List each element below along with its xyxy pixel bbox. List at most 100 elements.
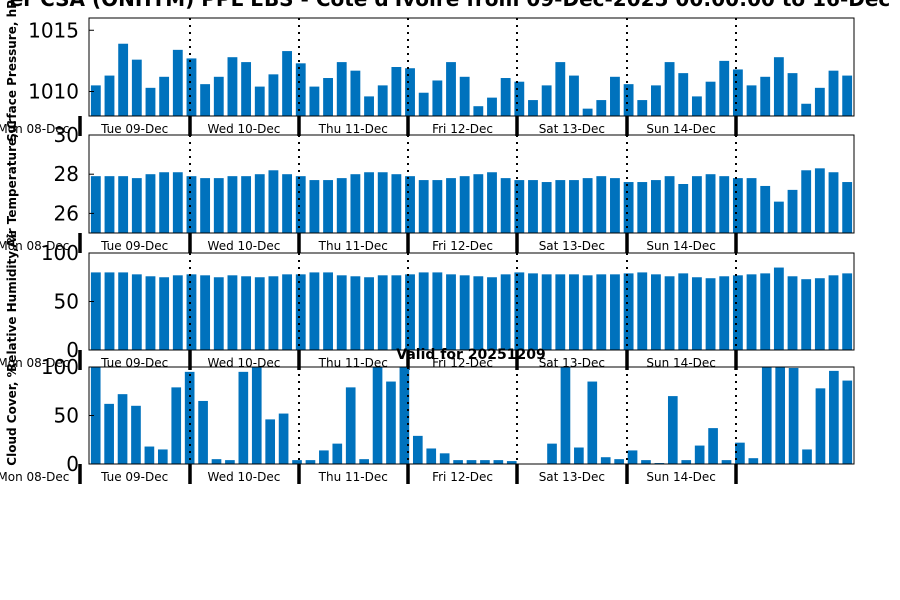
bar [842, 273, 853, 350]
bar [664, 62, 675, 116]
bar [439, 453, 450, 464]
bar [377, 172, 388, 233]
bar [466, 460, 477, 464]
bar [186, 274, 197, 350]
x-tick-label: Fri 12-Dec [432, 122, 493, 136]
bar [117, 394, 128, 464]
bar [200, 84, 211, 116]
bar [828, 172, 839, 233]
bar [614, 459, 624, 464]
x-tick-label: Wed 10-Dec [208, 470, 281, 484]
bar [172, 172, 183, 233]
bar [213, 76, 224, 116]
bar [610, 178, 620, 233]
bar [473, 276, 484, 350]
bar [678, 184, 689, 233]
x-tick-label: Sun 14-Dec [646, 470, 715, 484]
bar [610, 274, 620, 350]
bar [118, 176, 129, 233]
bar [760, 273, 771, 350]
bar [265, 419, 276, 464]
bar [514, 180, 525, 233]
bar [473, 174, 484, 233]
bar [131, 59, 142, 116]
bar [547, 443, 557, 464]
bar [159, 277, 170, 350]
bar [596, 274, 607, 350]
bar [596, 100, 607, 116]
bar [487, 97, 497, 117]
x-tick-label: Fri 12-Dec [432, 470, 493, 484]
bar [268, 276, 279, 350]
y-tick-label: 26 [54, 201, 79, 225]
bar [453, 460, 463, 464]
bar [432, 80, 443, 116]
bar [760, 185, 771, 233]
bar [386, 381, 396, 464]
bar [364, 277, 374, 350]
bar [801, 279, 812, 350]
y-tick-label: 100 [41, 241, 79, 265]
bar [405, 68, 415, 116]
bar [641, 460, 651, 464]
bar [814, 87, 825, 116]
bar [691, 277, 702, 350]
plot-frame [88, 17, 855, 117]
bar [541, 182, 552, 233]
x-tick-label: Mon 08-Dec [0, 470, 69, 484]
bar [541, 85, 552, 117]
x-tick-label: Wed 10-Dec [208, 356, 281, 370]
y-tick-label: 50 [54, 290, 79, 314]
bar [500, 274, 511, 350]
bar [90, 85, 101, 117]
bar [788, 367, 799, 464]
bar [801, 170, 812, 233]
bar [637, 272, 648, 350]
x-tick-label: Thu 11-Dec [318, 239, 388, 253]
chart-title: er CSA (ONHTM) PPL EBS - Côte d'Ivoire f… [10, 0, 891, 11]
x-tick-label: Mon 08-Dec [0, 239, 69, 253]
plot-frame [88, 134, 855, 234]
bar [473, 106, 484, 116]
bar [432, 272, 443, 350]
bar [282, 51, 292, 116]
bar [459, 176, 470, 233]
bar [227, 57, 238, 116]
bar [760, 76, 771, 116]
bar [610, 76, 620, 116]
x-tick-label: Tue 09-Dec [100, 239, 168, 253]
bar [555, 274, 566, 350]
bar [157, 449, 168, 464]
bar [569, 274, 579, 350]
bar [842, 75, 853, 116]
x-tick-label: Fri 12-Dec [432, 239, 493, 253]
x-tick-label: Sun 14-Dec [646, 356, 715, 370]
bar [159, 172, 170, 233]
bar [528, 100, 538, 116]
bar [746, 85, 757, 117]
bar [705, 81, 716, 116]
bar [514, 81, 525, 116]
bar [664, 176, 675, 233]
bar [251, 367, 262, 464]
bar [118, 272, 129, 350]
y-tick-label: 100 [41, 355, 79, 379]
bar [364, 96, 374, 116]
bar [828, 275, 839, 350]
bar [691, 96, 702, 116]
bar [350, 276, 361, 350]
bar [227, 275, 238, 350]
bar [104, 176, 115, 233]
bar [295, 63, 306, 116]
bar [309, 180, 320, 233]
bar [459, 275, 470, 350]
bar [487, 277, 497, 350]
x-tick-label: Sun 14-Dec [646, 239, 715, 253]
bar [254, 174, 265, 233]
bar [145, 174, 156, 233]
bar [200, 178, 211, 233]
bar [446, 274, 456, 350]
